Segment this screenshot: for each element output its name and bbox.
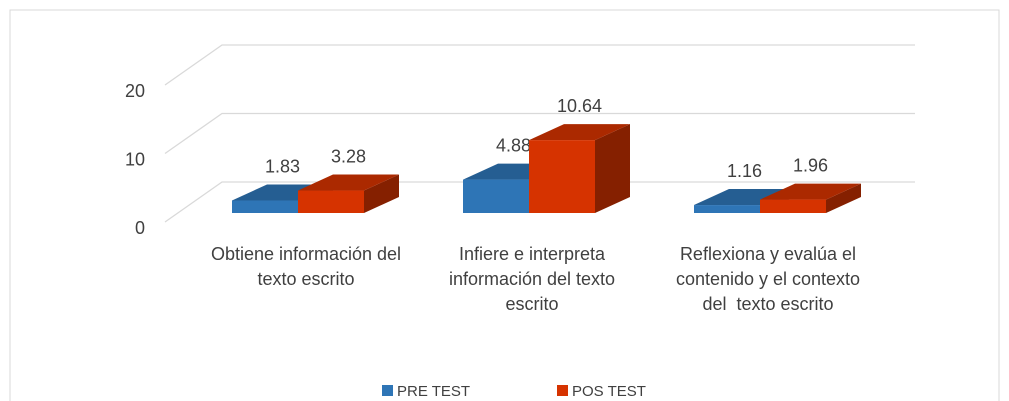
bar bbox=[463, 179, 529, 213]
bar-side bbox=[364, 174, 399, 213]
legend-swatch bbox=[382, 385, 393, 396]
grid-line bbox=[164, 112, 915, 155]
value-label: 3.28 bbox=[331, 147, 366, 167]
bar-top bbox=[760, 183, 861, 200]
bar bbox=[298, 190, 364, 213]
chart-frame bbox=[9, 9, 1000, 401]
y-tick-label: 20 bbox=[125, 81, 145, 101]
grid-line bbox=[164, 181, 915, 223]
value-label: 10.64 bbox=[557, 96, 602, 116]
y-tick-label: 10 bbox=[125, 150, 145, 170]
x-tick-label: Infiere e interpreta información del tex… bbox=[448, 244, 621, 314]
legend-swatch bbox=[557, 385, 568, 396]
bar bbox=[529, 140, 595, 213]
legend-label: POS TEST bbox=[572, 383, 646, 400]
bar-side bbox=[826, 183, 861, 213]
x-tick-label: Obtiene información del texto escrito bbox=[210, 244, 407, 289]
y-tick-label: 0 bbox=[135, 218, 145, 238]
value-label: 1.16 bbox=[727, 161, 762, 181]
bar bbox=[694, 205, 760, 213]
value-label: 1.96 bbox=[793, 156, 828, 176]
value-label: 1.83 bbox=[265, 156, 300, 176]
bar-top bbox=[694, 189, 795, 206]
value-label: 4.88 bbox=[496, 136, 531, 156]
bar bbox=[760, 199, 826, 213]
bar-top bbox=[298, 174, 399, 191]
legend-label: PRE TEST bbox=[397, 383, 470, 400]
grid-line bbox=[164, 44, 915, 86]
bar bbox=[232, 200, 298, 213]
bar-top bbox=[529, 124, 630, 141]
x-tick-label: Reflexiona y evalúa el contenido y el co… bbox=[675, 244, 866, 314]
bar-side bbox=[595, 124, 630, 213]
